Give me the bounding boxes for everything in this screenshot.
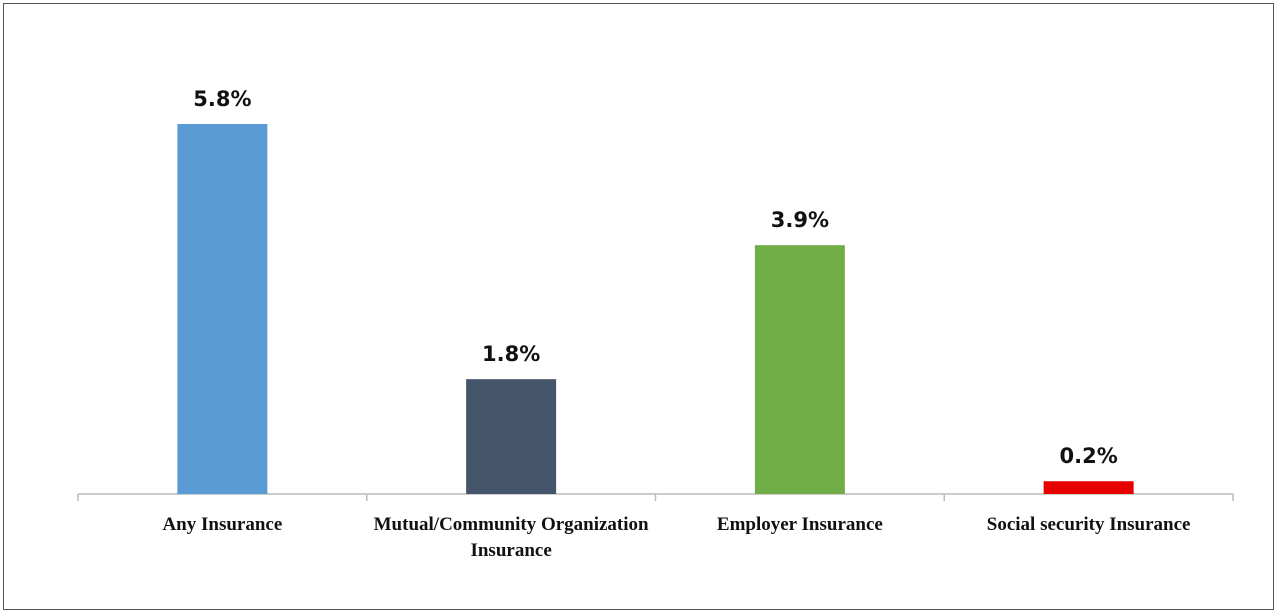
value-label: 5.8%: [193, 87, 251, 111]
value-label: 1.8%: [482, 342, 540, 366]
value-label: 0.2%: [1060, 444, 1118, 468]
bar: [466, 379, 557, 494]
chart-frame: [3, 3, 1274, 610]
bar: [1043, 481, 1134, 494]
x-tick-label: Employer Insurance: [716, 514, 883, 535]
value-label: 3.9%: [771, 208, 829, 232]
bar: [754, 245, 845, 494]
x-tick-label: Any Insurance: [162, 514, 283, 535]
x-tick-label: Social security Insurance: [986, 514, 1191, 535]
x-tick-label: Mutual/Community Organization Insurance: [373, 514, 649, 561]
bar: [177, 124, 268, 494]
